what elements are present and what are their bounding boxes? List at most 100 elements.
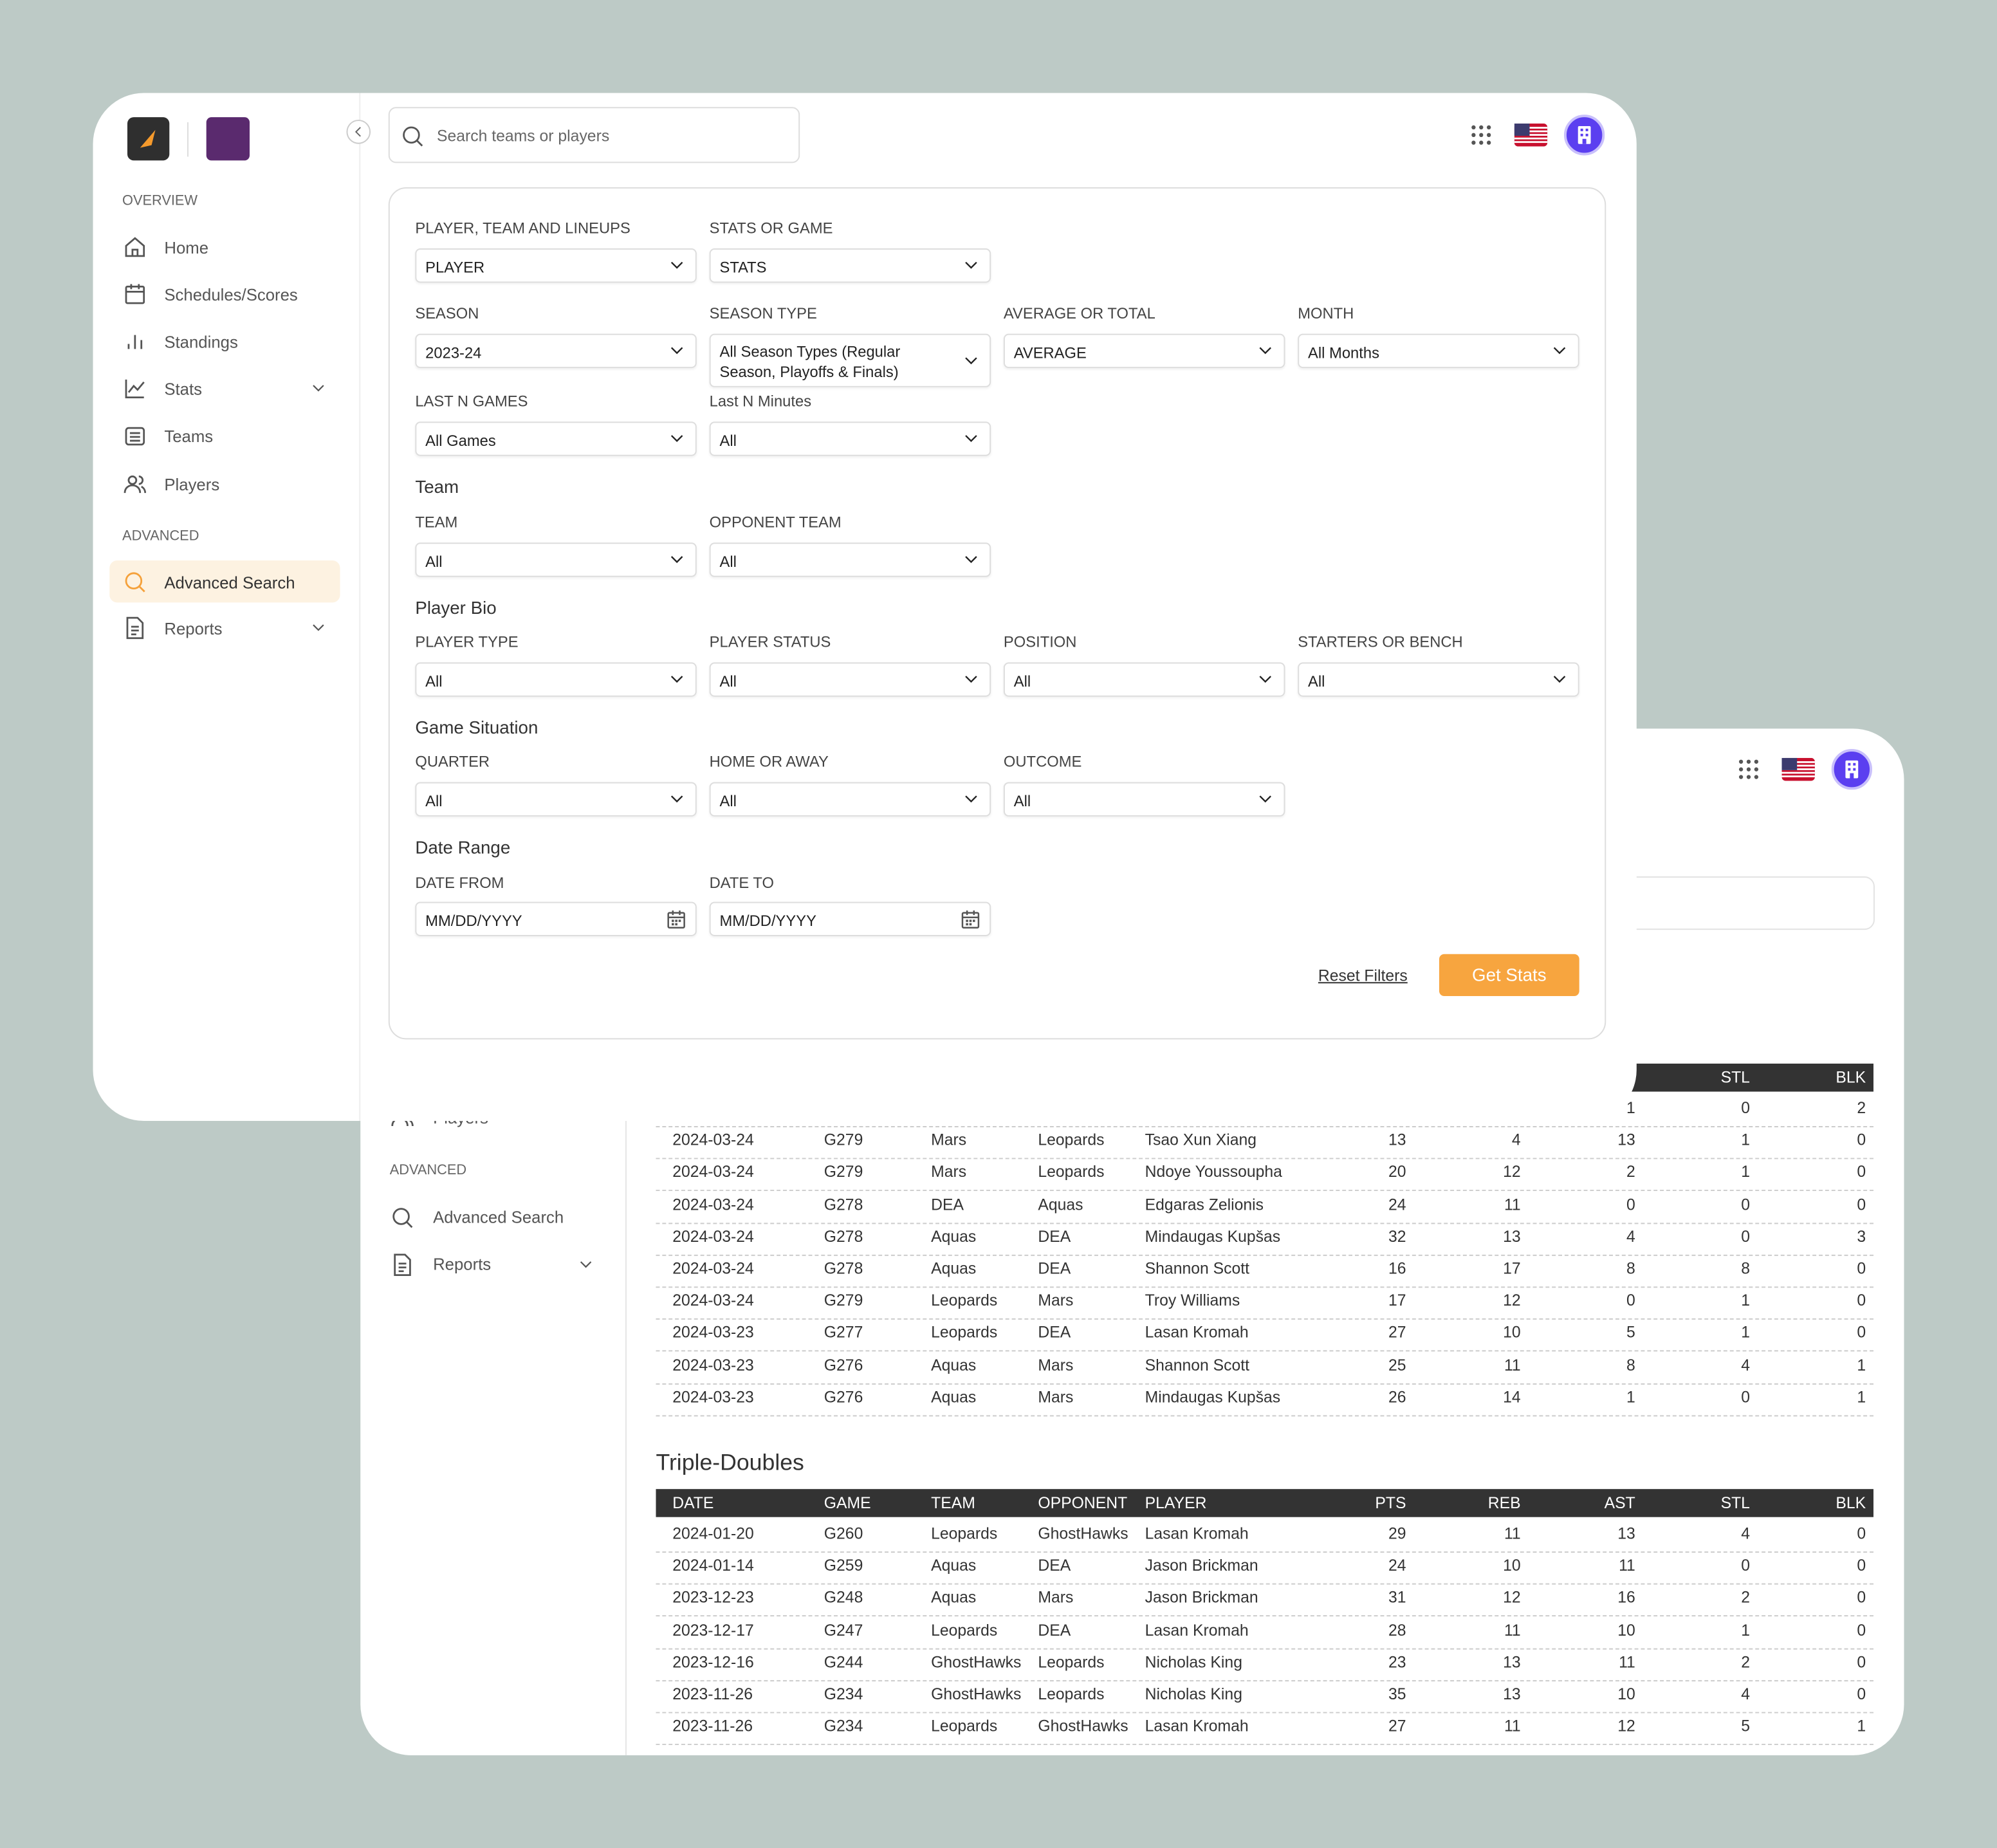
table-cell: Leopards xyxy=(931,1291,998,1310)
nav-item[interactable]: Advanced Search xyxy=(164,573,295,593)
submit-button[interactable]: Get Stats xyxy=(1439,954,1579,997)
icon xyxy=(670,435,683,443)
account-button[interactable] xyxy=(1831,749,1873,796)
search-box[interactable] xyxy=(388,107,800,163)
table-cell: Aquas xyxy=(1038,1196,1083,1214)
language-button[interactable] xyxy=(1781,757,1815,788)
field-label: HOME OR AWAY xyxy=(709,752,829,771)
table-cell: 2024-03-24 xyxy=(672,1196,754,1214)
table-cell: DEA xyxy=(1038,1621,1071,1639)
table-cell: DEA xyxy=(1038,1557,1071,1575)
table-cell: 16 xyxy=(1617,1589,1635,1607)
collapse-button[interactable] xyxy=(346,120,371,144)
date-input[interactable]: MM/DD/YYYY xyxy=(415,901,697,937)
table-cell: Aquas xyxy=(931,1259,977,1278)
select-box[interactable]: All xyxy=(709,421,991,456)
column-header: PLAYER xyxy=(1145,1494,1207,1512)
select-box[interactable]: 2023-24 xyxy=(415,333,697,369)
icon xyxy=(670,556,683,564)
apps-button[interactable] xyxy=(1736,757,1762,788)
select-value: MM/DD/YYYY xyxy=(425,912,522,930)
nav-item[interactable]: Reports xyxy=(164,619,223,638)
select-box[interactable]: All xyxy=(415,662,697,697)
select-box[interactable]: All xyxy=(709,782,991,817)
apps-button[interactable] xyxy=(1468,122,1494,154)
table-cell: 35 xyxy=(1388,1685,1406,1703)
select-box[interactable]: All xyxy=(1298,662,1579,697)
select-box[interactable]: All Games xyxy=(415,421,697,456)
account-button[interactable] xyxy=(1563,115,1605,162)
chevron xyxy=(308,378,329,405)
table-cell: 0 xyxy=(1857,1163,1866,1181)
nav-item[interactable]: Teams xyxy=(164,427,214,446)
select-box[interactable]: All xyxy=(709,662,991,697)
nav-item[interactable]: Schedules/Scores xyxy=(164,285,298,305)
icon xyxy=(1259,347,1271,355)
table-cell: Aquas xyxy=(931,1557,977,1575)
select-value: All xyxy=(425,792,443,811)
table-cell: 2024-03-24 xyxy=(672,1163,754,1181)
table-cell: G279 xyxy=(824,1131,863,1149)
row-divider xyxy=(656,1712,1873,1714)
table-cell: Leopards xyxy=(1038,1163,1105,1181)
select-box[interactable]: AVERAGE xyxy=(1003,333,1285,369)
table-cell: 27 xyxy=(1388,1324,1406,1342)
nav-item[interactable]: Reports xyxy=(433,1254,492,1274)
table-cell: 4 xyxy=(1741,1685,1750,1703)
select-box[interactable]: All Season Types (Regular Season, Playof… xyxy=(709,333,991,387)
nav-item[interactable]: Standings xyxy=(164,332,238,352)
table-cell: 2 xyxy=(1626,1163,1635,1181)
select-value: All xyxy=(1013,672,1031,690)
row-divider xyxy=(656,1584,1873,1585)
select-box[interactable]: All xyxy=(709,542,991,577)
select-value: All xyxy=(1308,672,1325,690)
table-cell: 12 xyxy=(1503,1291,1521,1310)
select-box[interactable]: STATS xyxy=(709,248,991,283)
select-box[interactable]: All xyxy=(415,542,697,577)
search-placeholder: Search teams or players xyxy=(437,127,610,145)
table-cell: 11 xyxy=(1619,1653,1635,1671)
select-value: All xyxy=(1013,792,1031,811)
table-cell: 0 xyxy=(1741,1388,1750,1407)
nav-icon xyxy=(122,234,148,266)
reset-link[interactable]: Reset Filters xyxy=(1318,966,1408,985)
section-heading: Team xyxy=(415,476,459,497)
select-box[interactable]: PLAYER xyxy=(415,248,697,283)
row-divider xyxy=(656,1351,1873,1353)
table-cell: 2023-12-16 xyxy=(672,1653,754,1671)
icon xyxy=(124,475,147,494)
select-value: 2023-24 xyxy=(425,344,482,362)
select-box[interactable]: All xyxy=(1003,662,1285,697)
nav-item[interactable]: Advanced Search xyxy=(433,1207,564,1227)
nav-item[interactable]: Stats xyxy=(164,379,203,399)
table-cell: G276 xyxy=(824,1356,863,1374)
table-cell: Tsao Xun Xiang xyxy=(1145,1131,1256,1149)
column-header: TEAM xyxy=(931,1494,975,1512)
table-cell: Lasan Kromah xyxy=(1145,1324,1249,1342)
select-box[interactable]: All xyxy=(415,782,697,817)
language-button[interactable] xyxy=(1514,124,1548,153)
column-header: GAME xyxy=(824,1494,871,1512)
date-input[interactable]: MM/DD/YYYY xyxy=(709,901,991,937)
select-box[interactable]: All Months xyxy=(1298,333,1579,369)
sidebar-divider xyxy=(359,93,361,1122)
select-value: All Season Types (Regular Season, Playof… xyxy=(719,342,901,381)
table-cell: Mindaugas Kupšas xyxy=(1145,1388,1281,1407)
table-cell: 2024-01-20 xyxy=(672,1524,754,1543)
table-cell: 1 xyxy=(1626,1099,1635,1118)
table-cell: G278 xyxy=(824,1227,863,1246)
table-cell: 12 xyxy=(1503,1163,1521,1181)
table-cell: Jason Brickman xyxy=(1145,1557,1258,1575)
select-box[interactable]: All xyxy=(1003,782,1285,817)
nav-item[interactable]: Home xyxy=(164,238,209,257)
table-cell: 0 xyxy=(1857,1653,1866,1671)
table-cell: 17 xyxy=(1388,1291,1406,1310)
sidebar-divider xyxy=(625,1095,627,1755)
nav-item[interactable]: Players xyxy=(164,475,220,495)
table-cell: Mars xyxy=(931,1131,967,1149)
nav-icon xyxy=(122,376,148,407)
chevron xyxy=(961,428,982,456)
table-cell: Mars xyxy=(1038,1388,1074,1407)
table-cell: 1 xyxy=(1741,1131,1750,1149)
table-cell: 12 xyxy=(1617,1717,1635,1735)
